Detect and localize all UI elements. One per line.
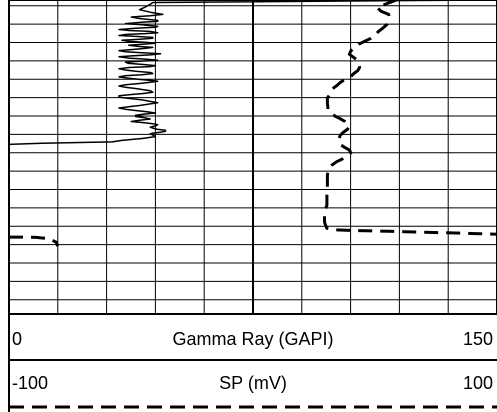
sp-curve-segment-2 xyxy=(9,235,60,247)
grid xyxy=(9,0,497,314)
gamma-ray-curve xyxy=(8,0,488,146)
log-curves xyxy=(8,0,497,247)
sp-axis-label: SP (mV) xyxy=(219,373,287,393)
gamma-ray-axis-label: Gamma Ray (GAPI) xyxy=(172,329,333,349)
gamma-ray-min-label: 0 xyxy=(12,329,22,349)
gamma-ray-max-label: 150 xyxy=(463,329,493,349)
sp-min-label: -100 xyxy=(12,373,48,393)
track-scale-header: 0 Gamma Ray (GAPI) 150 -100 SP (mV) 100 xyxy=(9,313,497,409)
sp-max-label: 100 xyxy=(463,373,493,393)
sp-curve xyxy=(323,0,497,236)
